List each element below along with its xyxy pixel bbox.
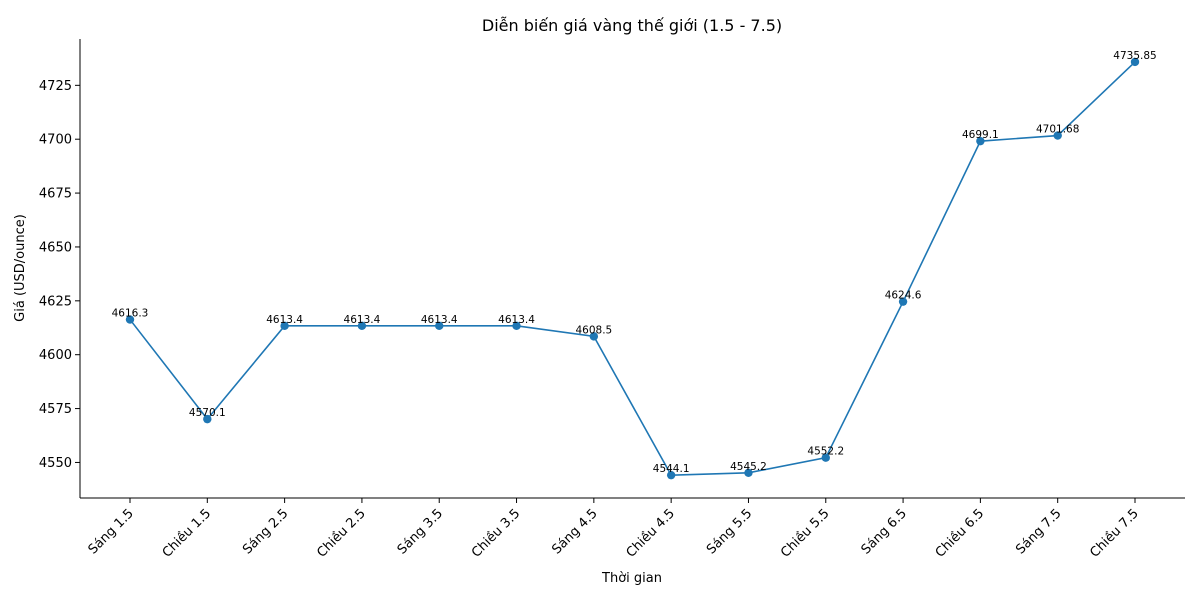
- y-tick-label: 4625: [39, 294, 72, 309]
- y-tick-label: 4675: [39, 187, 72, 202]
- y-ticks: 4550 4575 4600 4625 4650 4675 4700 4725: [39, 79, 80, 471]
- data-point: [1130, 57, 1140, 67]
- data-points: [125, 57, 1140, 480]
- data-label: 4544.1: [653, 463, 690, 475]
- series-line: [129, 61, 1136, 476]
- x-tick-label: Sáng 5.5: [704, 506, 755, 557]
- x-tick-label: Chiều 7.5: [1087, 506, 1141, 560]
- y-tick-label: 4700: [39, 133, 72, 148]
- x-axis: Sáng 1.5 Chiều 1.5 Sáng 2.5 Chiều 2.5 Sáng 3…: [80, 497, 1185, 561]
- y-axis: 4550 4575 4600 4625 4650 4675 4700 4725: [39, 39, 81, 498]
- y-tick-label: 4575: [39, 402, 72, 417]
- data-point: [821, 453, 830, 462]
- y-tick-label: 4725: [39, 79, 72, 94]
- data-label: 4608.5: [575, 324, 612, 336]
- x-tick-label: Sáng 1.5: [86, 506, 137, 557]
- x-tick-label: Sáng 2.5: [240, 506, 291, 557]
- data-point: [976, 136, 985, 146]
- x-tick-label: Sáng 6.5: [859, 506, 910, 557]
- x-axis-label: Thời gian: [601, 571, 662, 586]
- data-label: 4624.6: [885, 290, 922, 302]
- data-point: [125, 315, 135, 324]
- x-tick-label: Sáng 3.5: [395, 506, 446, 557]
- data-point: [435, 321, 444, 331]
- data-point: [666, 470, 676, 480]
- data-label: 4701.68: [1036, 124, 1079, 136]
- chart-title: Diễn biến giá vàng thế giới (1.5 - 7.5): [482, 16, 782, 35]
- data-point: [512, 321, 521, 331]
- x-tick-label: Chiều 4.5: [624, 506, 678, 560]
- data-label: 4613.4: [266, 314, 303, 326]
- data-label: 4735.85: [1113, 50, 1156, 62]
- x-tick-label: Chiều 5.5: [778, 506, 832, 560]
- y-tick-label: 4550: [39, 456, 72, 471]
- x-ticks: Sáng 1.5 Chiều 1.5 Sáng 2.5 Chiều 2.5 Sáng 3…: [86, 498, 1142, 561]
- x-tick-label: Chiều 3.5: [469, 506, 523, 560]
- data-label: 4613.4: [421, 314, 458, 326]
- x-tick-label: Chiều 1.5: [160, 506, 214, 560]
- data-label: 4545.2: [730, 461, 767, 473]
- data-point: [203, 414, 212, 424]
- data-label: 4613.4: [498, 314, 535, 326]
- data-point: [280, 321, 289, 331]
- data-labels: 4616.3 4570.1 4613.4 4613.4 4613.4 4613.4 4608…: [112, 50, 1157, 475]
- x-tick-label: Sáng 7.5: [1013, 506, 1064, 557]
- data-label: 4616.3: [112, 308, 149, 320]
- data-point: [357, 321, 367, 331]
- data-point: [589, 332, 599, 341]
- data-label: 4699.1: [962, 129, 999, 141]
- data-point: [744, 468, 753, 477]
- data-point: [898, 297, 908, 306]
- y-tick-label: 4600: [39, 348, 72, 363]
- data-label: 4570.1: [189, 407, 226, 419]
- data-label: 4552.2: [807, 446, 844, 458]
- data-label: 4613.4: [344, 314, 381, 326]
- x-tick-label: Sáng 4.5: [549, 506, 600, 557]
- y-tick-label: 4650: [39, 240, 72, 255]
- y-axis-label: Giá (USD/ounce): [13, 214, 28, 322]
- x-tick-label: Chiều 2.5: [314, 506, 368, 560]
- data-point: [1053, 131, 1062, 140]
- x-tick-label: Chiều 6.5: [933, 506, 987, 560]
